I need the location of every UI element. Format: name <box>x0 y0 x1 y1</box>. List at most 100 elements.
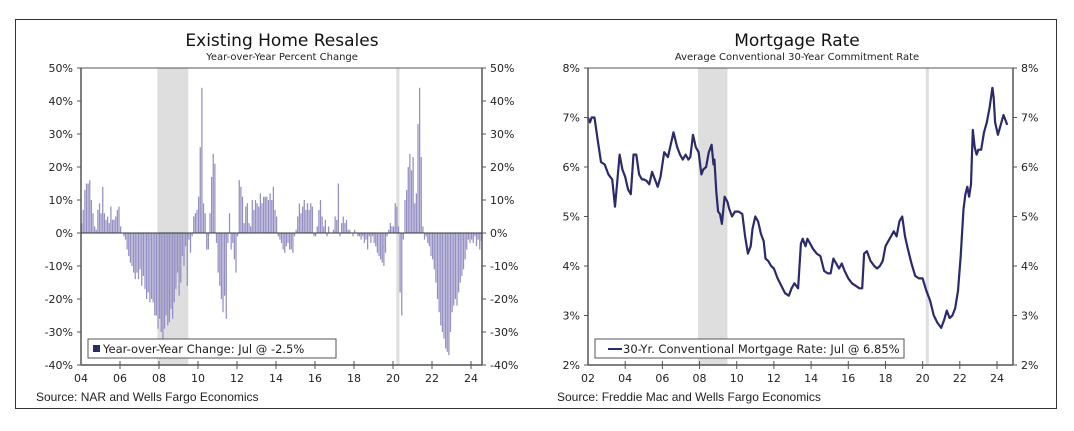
bar <box>445 233 447 349</box>
existing-home-resales-chart: Existing Home Resales Year-over-Year Per… <box>36 31 518 404</box>
right-ytick-label-right: 6% <box>1021 161 1038 174</box>
bar <box>448 233 450 356</box>
bar <box>147 233 149 293</box>
bar <box>479 233 481 250</box>
left-chart-title: Existing Home Resales <box>185 31 378 51</box>
bar <box>165 233 167 316</box>
bar <box>100 213 102 233</box>
bar <box>82 209 84 233</box>
bar <box>456 233 458 306</box>
left-ytick-label-left: 40% <box>49 95 73 108</box>
bar <box>85 183 88 233</box>
bar <box>401 233 403 316</box>
right-ytick-label-right: 7% <box>1021 112 1038 125</box>
left-ytick-label-right: -10% <box>490 260 518 273</box>
bar <box>412 157 414 233</box>
left-ytick-label-left: 0% <box>56 227 73 240</box>
bar <box>417 124 419 233</box>
bar <box>180 233 182 283</box>
right-xtick-label: 14 <box>804 372 818 385</box>
bar <box>264 196 266 233</box>
bar <box>459 233 461 283</box>
bar <box>423 233 426 240</box>
bar <box>124 233 127 240</box>
bar <box>290 233 292 250</box>
bar <box>95 229 97 233</box>
bar <box>163 233 166 329</box>
bar <box>144 233 146 290</box>
bar <box>142 233 145 276</box>
bar <box>432 233 434 260</box>
bar <box>363 233 366 243</box>
bar <box>238 180 240 233</box>
bar <box>102 186 104 233</box>
bar <box>139 233 141 270</box>
bar <box>108 223 110 233</box>
right-ytick-label-left: 6% <box>563 161 580 174</box>
bar <box>396 206 398 233</box>
bar <box>409 153 411 233</box>
bar <box>415 193 418 233</box>
bar <box>188 233 190 240</box>
left-ytick-label-left: -10% <box>45 260 73 273</box>
bar <box>375 233 377 247</box>
bar <box>371 233 374 237</box>
bar <box>256 203 258 233</box>
bar <box>194 213 197 233</box>
bar <box>284 233 286 253</box>
right-ytick-label-left: 3% <box>563 310 580 323</box>
bar <box>116 209 119 233</box>
bar <box>298 203 301 233</box>
left-xtick-label: 14 <box>269 372 283 385</box>
right-ytick-label-left: 8% <box>563 62 580 75</box>
bar <box>435 233 437 283</box>
bar <box>287 233 289 243</box>
bar <box>344 223 346 233</box>
left-ytick-label-left: 30% <box>49 128 73 141</box>
bar <box>254 200 257 233</box>
bar <box>167 233 169 326</box>
bar <box>441 233 444 332</box>
left-ytick-label-right: -40% <box>490 359 518 372</box>
bar <box>233 233 236 260</box>
bar <box>438 233 440 313</box>
bar <box>440 233 442 326</box>
bar <box>404 200 406 233</box>
bar <box>319 200 322 233</box>
left-ytick-label-right: 20% <box>490 161 514 174</box>
bar <box>305 209 307 233</box>
left-ytick-label-left: -40% <box>45 359 73 372</box>
bar <box>97 209 99 233</box>
bar <box>250 226 252 233</box>
left-chart-subtitle: Year-over-Year Percent Change <box>205 52 358 63</box>
bar <box>376 233 379 253</box>
bar <box>94 226 96 233</box>
bar <box>352 233 354 237</box>
bar <box>259 193 262 233</box>
bar <box>246 203 249 233</box>
bar <box>386 233 388 237</box>
right-xtick-label: 20 <box>916 372 930 385</box>
left-xtick-label: 22 <box>425 372 439 385</box>
bar <box>227 233 229 243</box>
bar <box>84 190 86 233</box>
bar <box>185 233 187 247</box>
bar <box>152 233 154 303</box>
bar <box>228 213 231 233</box>
bar <box>326 233 328 237</box>
left-ytick-label-right: 0% <box>490 227 507 240</box>
left-xtick-label: 08 <box>152 372 166 385</box>
bar <box>453 233 455 306</box>
left-ytick-label-right: 10% <box>490 194 514 207</box>
bar <box>389 223 392 233</box>
bar <box>271 200 273 233</box>
bar <box>219 233 221 286</box>
left-ytick-label-right: 50% <box>490 62 514 75</box>
bar <box>272 186 275 233</box>
left-xtick-label: 12 <box>230 372 244 385</box>
left-legend-box <box>87 338 337 359</box>
left-xtick-label: 06 <box>113 372 127 385</box>
right-xtick-label: 06 <box>655 372 669 385</box>
bar <box>253 209 255 233</box>
